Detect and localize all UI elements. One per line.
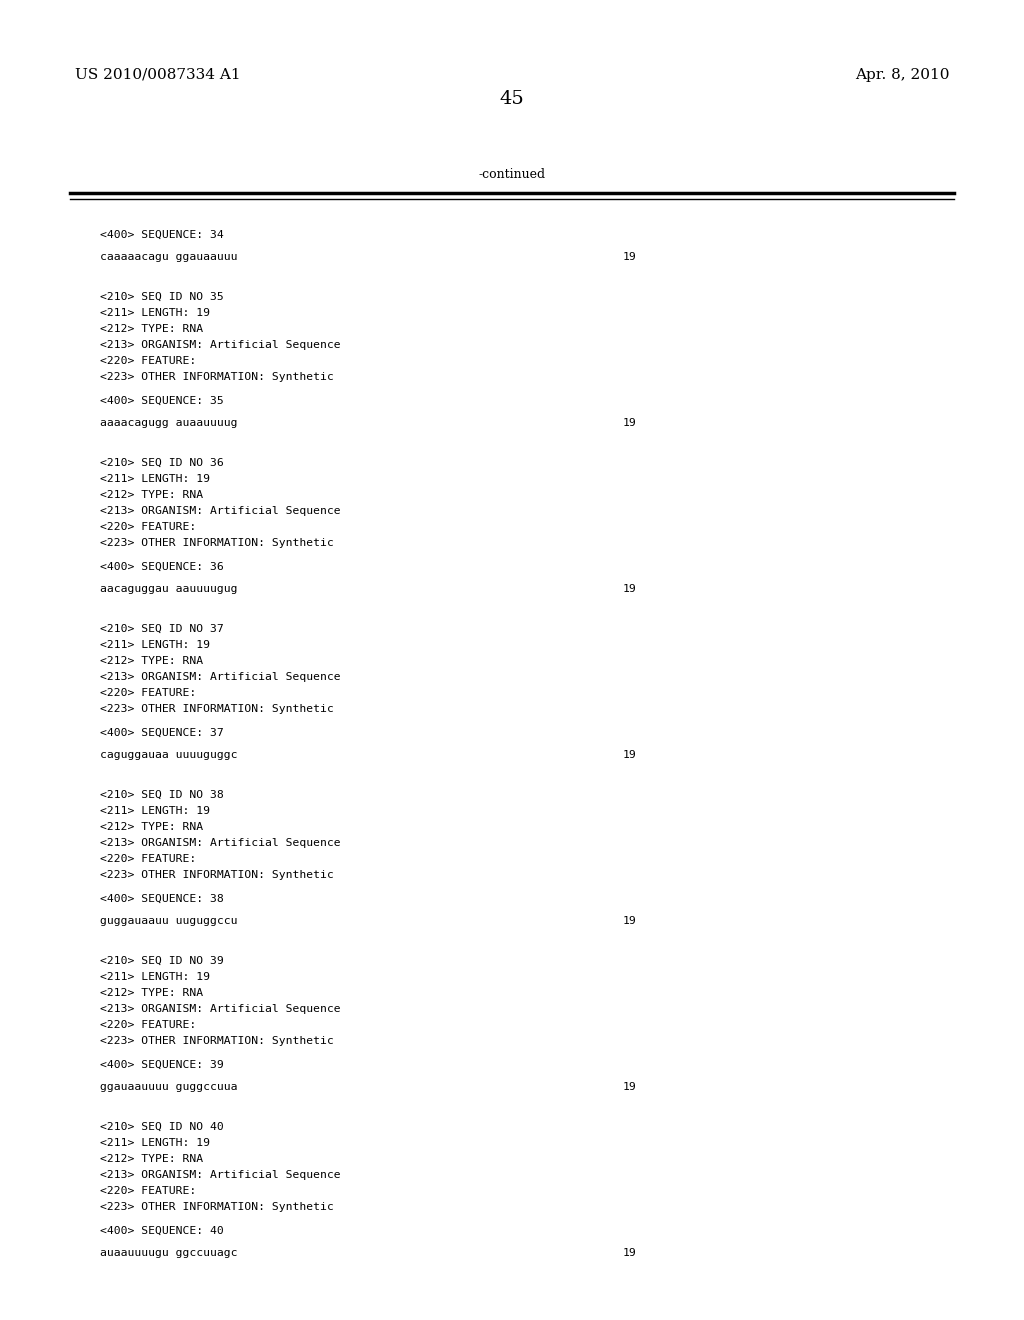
Text: <213> ORGANISM: Artificial Sequence: <213> ORGANISM: Artificial Sequence — [100, 1170, 341, 1180]
Text: aacaguggau aauuuugug: aacaguggau aauuuugug — [100, 583, 238, 594]
Text: <212> TYPE: RNA: <212> TYPE: RNA — [100, 490, 204, 500]
Text: <223> OTHER INFORMATION: Synthetic: <223> OTHER INFORMATION: Synthetic — [100, 372, 334, 381]
Text: <213> ORGANISM: Artificial Sequence: <213> ORGANISM: Artificial Sequence — [100, 838, 341, 847]
Text: <223> OTHER INFORMATION: Synthetic: <223> OTHER INFORMATION: Synthetic — [100, 1203, 334, 1212]
Text: caguggauaa uuuuguggc: caguggauaa uuuuguggc — [100, 750, 238, 760]
Text: <211> LENGTH: 19: <211> LENGTH: 19 — [100, 474, 210, 484]
Text: <210> SEQ ID NO 36: <210> SEQ ID NO 36 — [100, 458, 224, 469]
Text: <223> OTHER INFORMATION: Synthetic: <223> OTHER INFORMATION: Synthetic — [100, 704, 334, 714]
Text: <210> SEQ ID NO 38: <210> SEQ ID NO 38 — [100, 789, 224, 800]
Text: <210> SEQ ID NO 39: <210> SEQ ID NO 39 — [100, 956, 224, 966]
Text: <211> LENGTH: 19: <211> LENGTH: 19 — [100, 308, 210, 318]
Text: Apr. 8, 2010: Apr. 8, 2010 — [855, 69, 950, 82]
Text: <220> FEATURE:: <220> FEATURE: — [100, 521, 197, 532]
Text: <212> TYPE: RNA: <212> TYPE: RNA — [100, 323, 204, 334]
Text: auaauuuugu ggccuuagc: auaauuuugu ggccuuagc — [100, 1247, 238, 1258]
Text: guggauaauu uuguggccu: guggauaauu uuguggccu — [100, 916, 238, 927]
Text: <223> OTHER INFORMATION: Synthetic: <223> OTHER INFORMATION: Synthetic — [100, 1036, 334, 1045]
Text: US 2010/0087334 A1: US 2010/0087334 A1 — [75, 69, 241, 82]
Text: <213> ORGANISM: Artificial Sequence: <213> ORGANISM: Artificial Sequence — [100, 341, 341, 350]
Text: 19: 19 — [623, 418, 636, 428]
Text: 19: 19 — [623, 750, 636, 760]
Text: <211> LENGTH: 19: <211> LENGTH: 19 — [100, 972, 210, 982]
Text: <210> SEQ ID NO 40: <210> SEQ ID NO 40 — [100, 1122, 224, 1133]
Text: <223> OTHER INFORMATION: Synthetic: <223> OTHER INFORMATION: Synthetic — [100, 539, 334, 548]
Text: <213> ORGANISM: Artificial Sequence: <213> ORGANISM: Artificial Sequence — [100, 672, 341, 682]
Text: <213> ORGANISM: Artificial Sequence: <213> ORGANISM: Artificial Sequence — [100, 1005, 341, 1014]
Text: <213> ORGANISM: Artificial Sequence: <213> ORGANISM: Artificial Sequence — [100, 506, 341, 516]
Text: <212> TYPE: RNA: <212> TYPE: RNA — [100, 987, 204, 998]
Text: ggauaauuuu guggccuua: ggauaauuuu guggccuua — [100, 1082, 238, 1092]
Text: 19: 19 — [623, 1082, 636, 1092]
Text: <211> LENGTH: 19: <211> LENGTH: 19 — [100, 1138, 210, 1148]
Text: <211> LENGTH: 19: <211> LENGTH: 19 — [100, 807, 210, 816]
Text: <220> FEATURE:: <220> FEATURE: — [100, 688, 197, 698]
Text: <400> SEQUENCE: 37: <400> SEQUENCE: 37 — [100, 729, 224, 738]
Text: <223> OTHER INFORMATION: Synthetic: <223> OTHER INFORMATION: Synthetic — [100, 870, 334, 880]
Text: <400> SEQUENCE: 34: <400> SEQUENCE: 34 — [100, 230, 224, 240]
Text: <220> FEATURE:: <220> FEATURE: — [100, 854, 197, 865]
Text: <210> SEQ ID NO 37: <210> SEQ ID NO 37 — [100, 624, 224, 634]
Text: <400> SEQUENCE: 39: <400> SEQUENCE: 39 — [100, 1060, 224, 1071]
Text: 45: 45 — [500, 90, 524, 108]
Text: <210> SEQ ID NO 35: <210> SEQ ID NO 35 — [100, 292, 224, 302]
Text: <220> FEATURE:: <220> FEATURE: — [100, 356, 197, 366]
Text: 19: 19 — [623, 583, 636, 594]
Text: caaaaacagu ggauaauuu: caaaaacagu ggauaauuu — [100, 252, 238, 261]
Text: <400> SEQUENCE: 35: <400> SEQUENCE: 35 — [100, 396, 224, 407]
Text: <400> SEQUENCE: 40: <400> SEQUENCE: 40 — [100, 1226, 224, 1236]
Text: -continued: -continued — [478, 168, 546, 181]
Text: <220> FEATURE:: <220> FEATURE: — [100, 1185, 197, 1196]
Text: <220> FEATURE:: <220> FEATURE: — [100, 1020, 197, 1030]
Text: 19: 19 — [623, 252, 636, 261]
Text: <400> SEQUENCE: 36: <400> SEQUENCE: 36 — [100, 562, 224, 572]
Text: <212> TYPE: RNA: <212> TYPE: RNA — [100, 656, 204, 667]
Text: <212> TYPE: RNA: <212> TYPE: RNA — [100, 1154, 204, 1164]
Text: aaaacagugg auaauuuug: aaaacagugg auaauuuug — [100, 418, 238, 428]
Text: 19: 19 — [623, 1247, 636, 1258]
Text: <211> LENGTH: 19: <211> LENGTH: 19 — [100, 640, 210, 649]
Text: 19: 19 — [623, 916, 636, 927]
Text: <400> SEQUENCE: 38: <400> SEQUENCE: 38 — [100, 894, 224, 904]
Text: <212> TYPE: RNA: <212> TYPE: RNA — [100, 822, 204, 832]
